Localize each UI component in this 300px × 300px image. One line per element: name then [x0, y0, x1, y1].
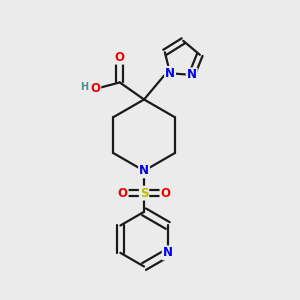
Text: N: N — [163, 246, 173, 259]
Text: N: N — [187, 68, 197, 81]
Text: O: O — [118, 187, 128, 200]
Text: O: O — [115, 51, 125, 64]
Text: S: S — [140, 187, 148, 200]
Text: O: O — [90, 82, 100, 95]
Text: N: N — [165, 67, 175, 80]
Text: H: H — [80, 82, 88, 92]
Text: O: O — [160, 187, 170, 200]
Text: N: N — [139, 164, 149, 177]
